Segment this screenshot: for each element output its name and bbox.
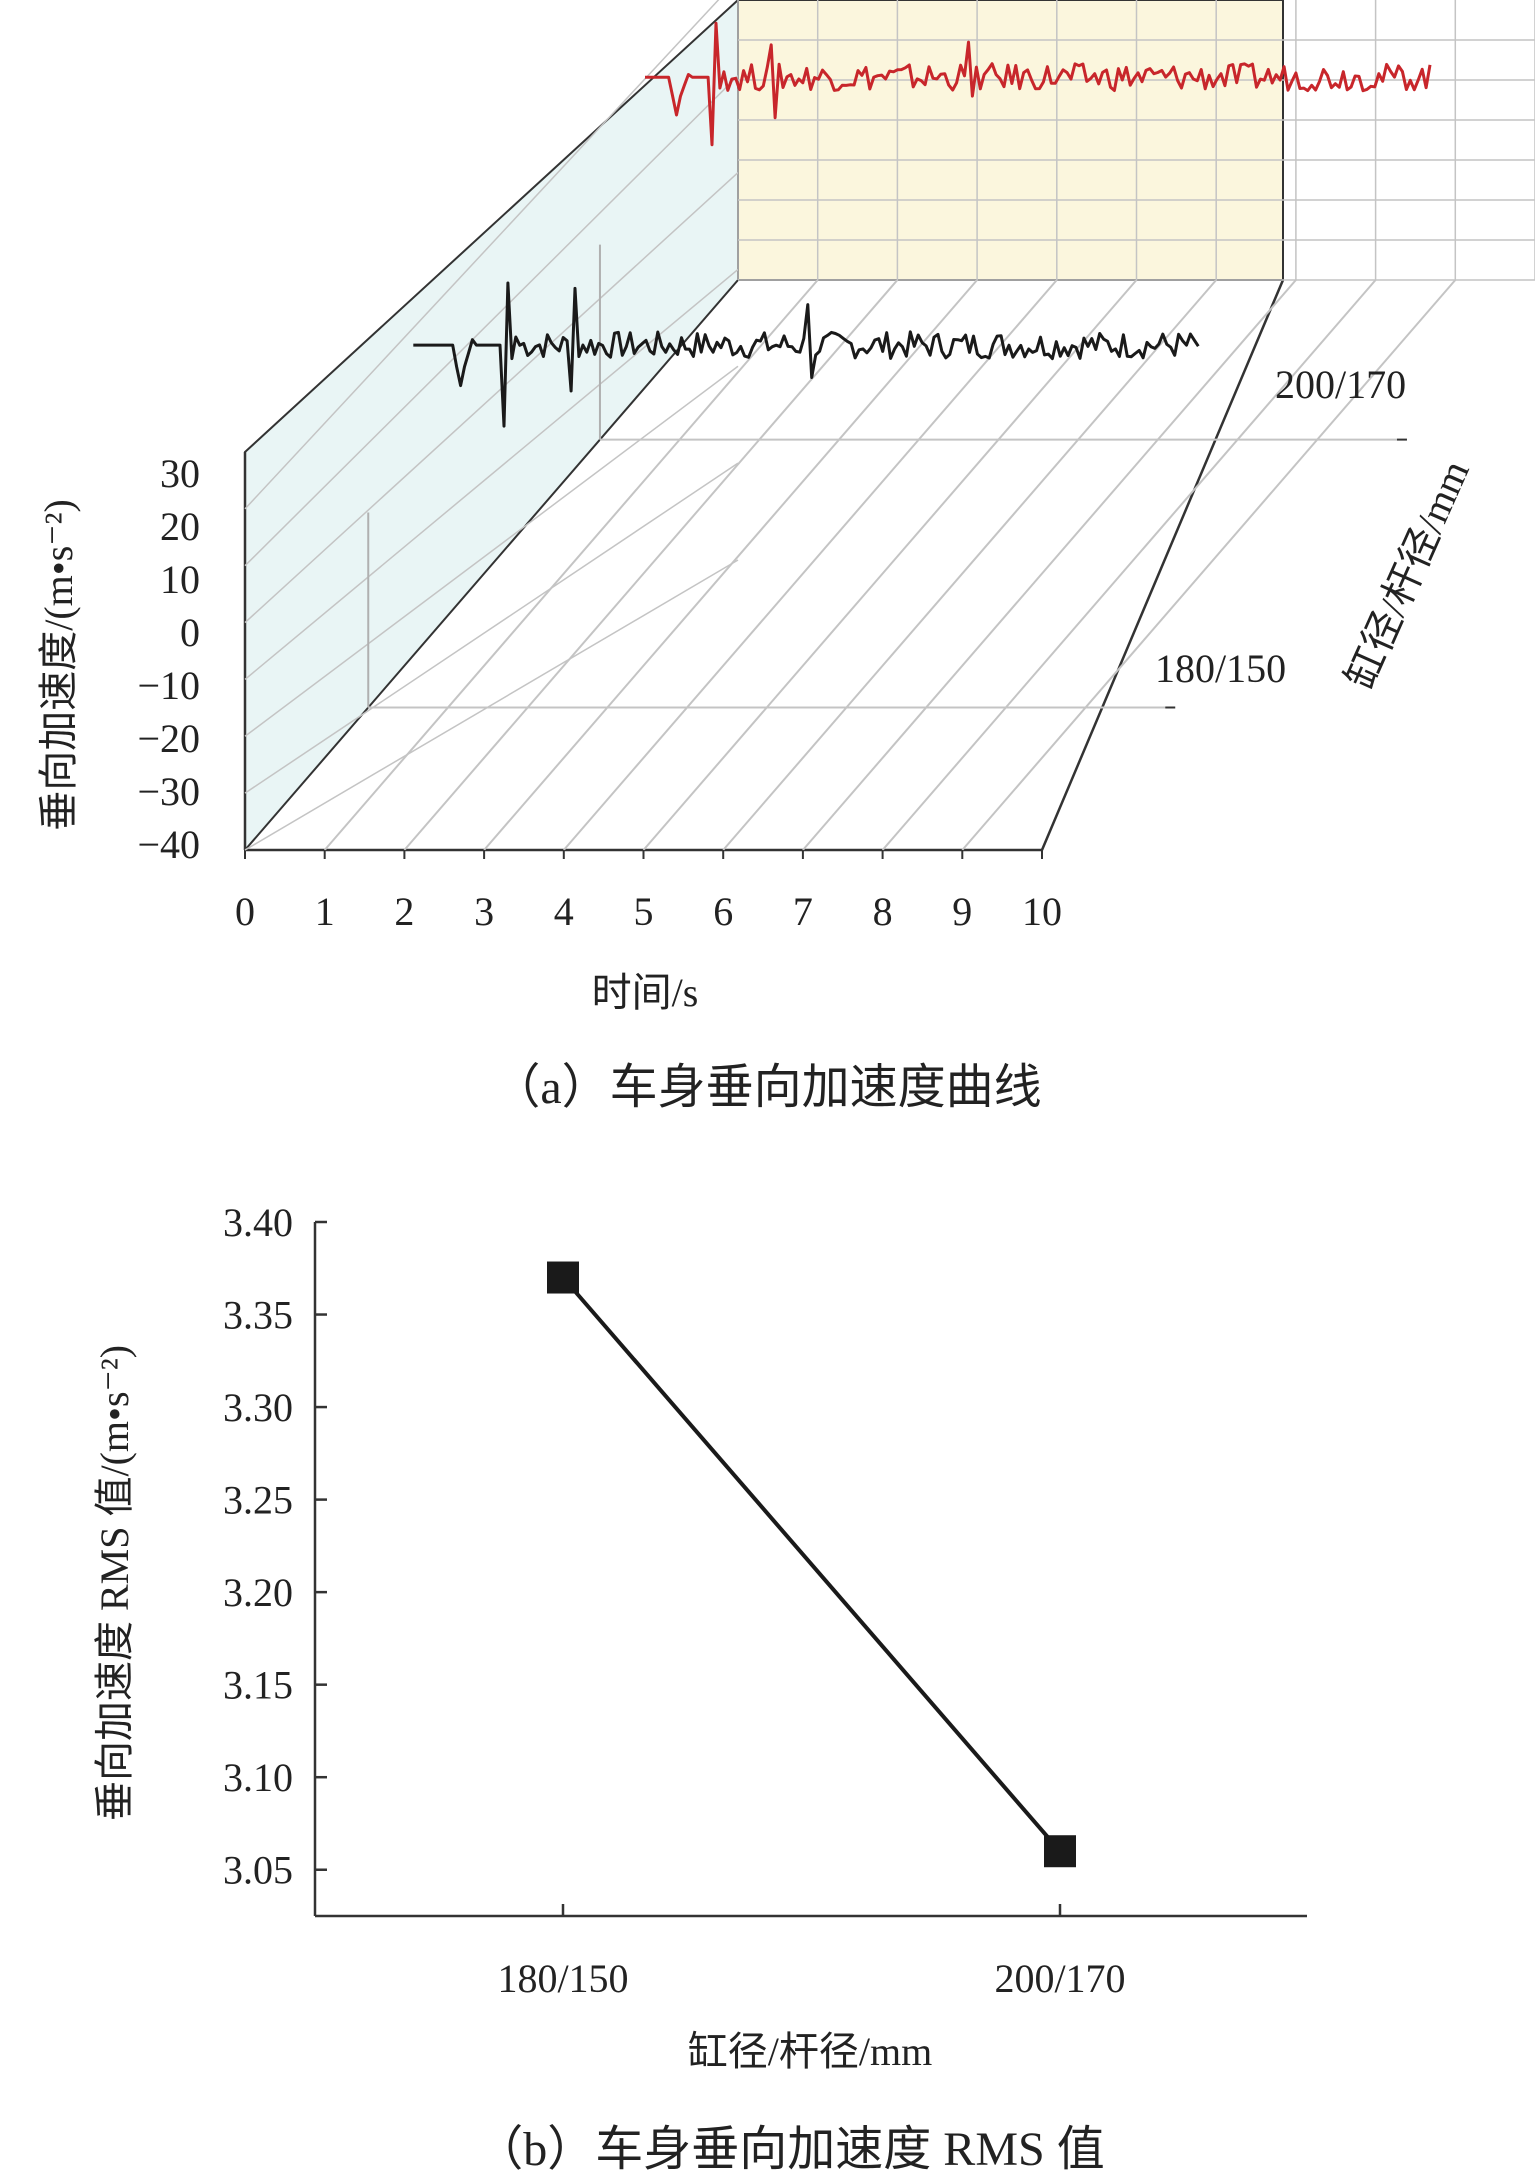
y-tick-label: 3.30 <box>223 1385 293 1430</box>
y-tick-label: 3.10 <box>223 1755 293 1800</box>
x-tick-label: 1 <box>315 889 335 934</box>
x-axis-title-b: 缸径/杆径/mm <box>688 2029 932 2074</box>
panel-a-waterfall-chart: 30 20 10 0 −10 −20 −30 −40 0 1 2 3 4 5 6 7 8 9 10 … <box>36 0 1535 1114</box>
x-tick-label: 5 <box>634 889 654 934</box>
side-wall-grid-line <box>244 559 739 851</box>
side-wall-grid-line <box>244 172 739 624</box>
series-b <box>547 1261 1076 1868</box>
y-tick-label: 3.40 <box>223 1200 293 1245</box>
floor-right-edge <box>1040 279 1285 851</box>
floor-grid-line <box>403 279 899 851</box>
series-line-180/150 <box>413 281 1200 428</box>
depth-axis-title-a: 缸径/杆径/mm <box>1337 454 1478 696</box>
rms-point-180/150 <box>547 1261 579 1294</box>
y-tick-label: −10 <box>137 663 200 708</box>
y-ticks-b: 3.40 3.35 3.30 3.25 3.20 3.15 3.10 3.05 <box>223 1200 327 1893</box>
y-tick-label: 3.25 <box>223 1478 293 1523</box>
x-tick-label: 7 <box>793 889 813 934</box>
rms-line <box>561 1276 1062 1853</box>
rms-point-200/170 <box>1044 1835 1076 1868</box>
x-tick-label: 6 <box>713 889 733 934</box>
y-axis-title-b: 垂向加速度 RMS 值/(m•s⁻²) <box>92 1345 137 1821</box>
x-tick-labels-a: 0 1 2 3 4 5 6 7 8 9 10 <box>235 889 1062 934</box>
y-tick-label: 3.15 <box>223 1663 293 1708</box>
y-tick-label: −20 <box>137 716 200 761</box>
series-line-200/170 <box>645 21 1432 147</box>
floor-grid-line <box>642 279 1138 851</box>
x-tick-label: 8 <box>873 889 893 934</box>
caption-a: （a）车身垂向加速度曲线 <box>492 1061 1041 1114</box>
x-tick-label: 9 <box>952 889 972 934</box>
panel-b-rms-chart: 3.40 3.35 3.30 3.25 3.20 3.15 3.10 3.05 180/150… <box>92 1200 1307 2176</box>
depth-tick-label: 200/170 <box>1275 362 1406 407</box>
series-a <box>413 21 1432 428</box>
y-tick-label: 0 <box>180 610 200 655</box>
floor-grid-line <box>722 279 1217 851</box>
x-ticks-b: 180/150 200/170 <box>497 1904 1126 2001</box>
depth-tick-label: 180/150 <box>1155 646 1286 691</box>
x-tick-label: 200/170 <box>994 1956 1125 2001</box>
x-tick-label: 0 <box>235 889 255 934</box>
back-wall <box>737 0 1284 281</box>
side-wall-grid-line <box>244 0 720 510</box>
y-tick-label: 10 <box>160 557 200 602</box>
x-tick-label: 2 <box>394 889 414 934</box>
y-tick-label: 3.05 <box>223 1848 293 1893</box>
y-tick-label: 20 <box>160 504 200 549</box>
x-tick-label: 3 <box>474 889 494 934</box>
y-tick-labels-a: 30 20 10 0 −10 −20 −30 −40 <box>137 451 200 867</box>
side-wall-grid-line <box>244 75 739 567</box>
side-wall-grid-line <box>244 365 739 737</box>
floor-grid-line <box>881 279 1377 851</box>
y-tick-label: −30 <box>137 769 200 814</box>
caption-b: （b）车身垂向加速度 RMS 值 <box>475 2123 1104 2176</box>
side-wall-grid-line <box>244 462 739 794</box>
x-tick-label: 4 <box>554 889 574 934</box>
x-tick-label: 180/150 <box>497 1956 628 2001</box>
x-axis-title-a: 时间/s <box>592 970 699 1015</box>
side-wall <box>244 0 739 853</box>
y-tick-label: 3.20 <box>223 1570 293 1615</box>
floor-grid-line <box>802 279 1297 851</box>
y-tick-label: −40 <box>137 822 200 867</box>
floor-grid-line <box>961 279 1457 851</box>
y-axis-title-a: 垂向加速度/(m•s⁻²) <box>36 499 81 831</box>
y-tick-label: 30 <box>160 451 200 496</box>
x-tick-label: 10 <box>1022 889 1062 934</box>
floor-grid-line <box>563 279 1058 851</box>
y-tick-label: 3.35 <box>223 1293 293 1338</box>
